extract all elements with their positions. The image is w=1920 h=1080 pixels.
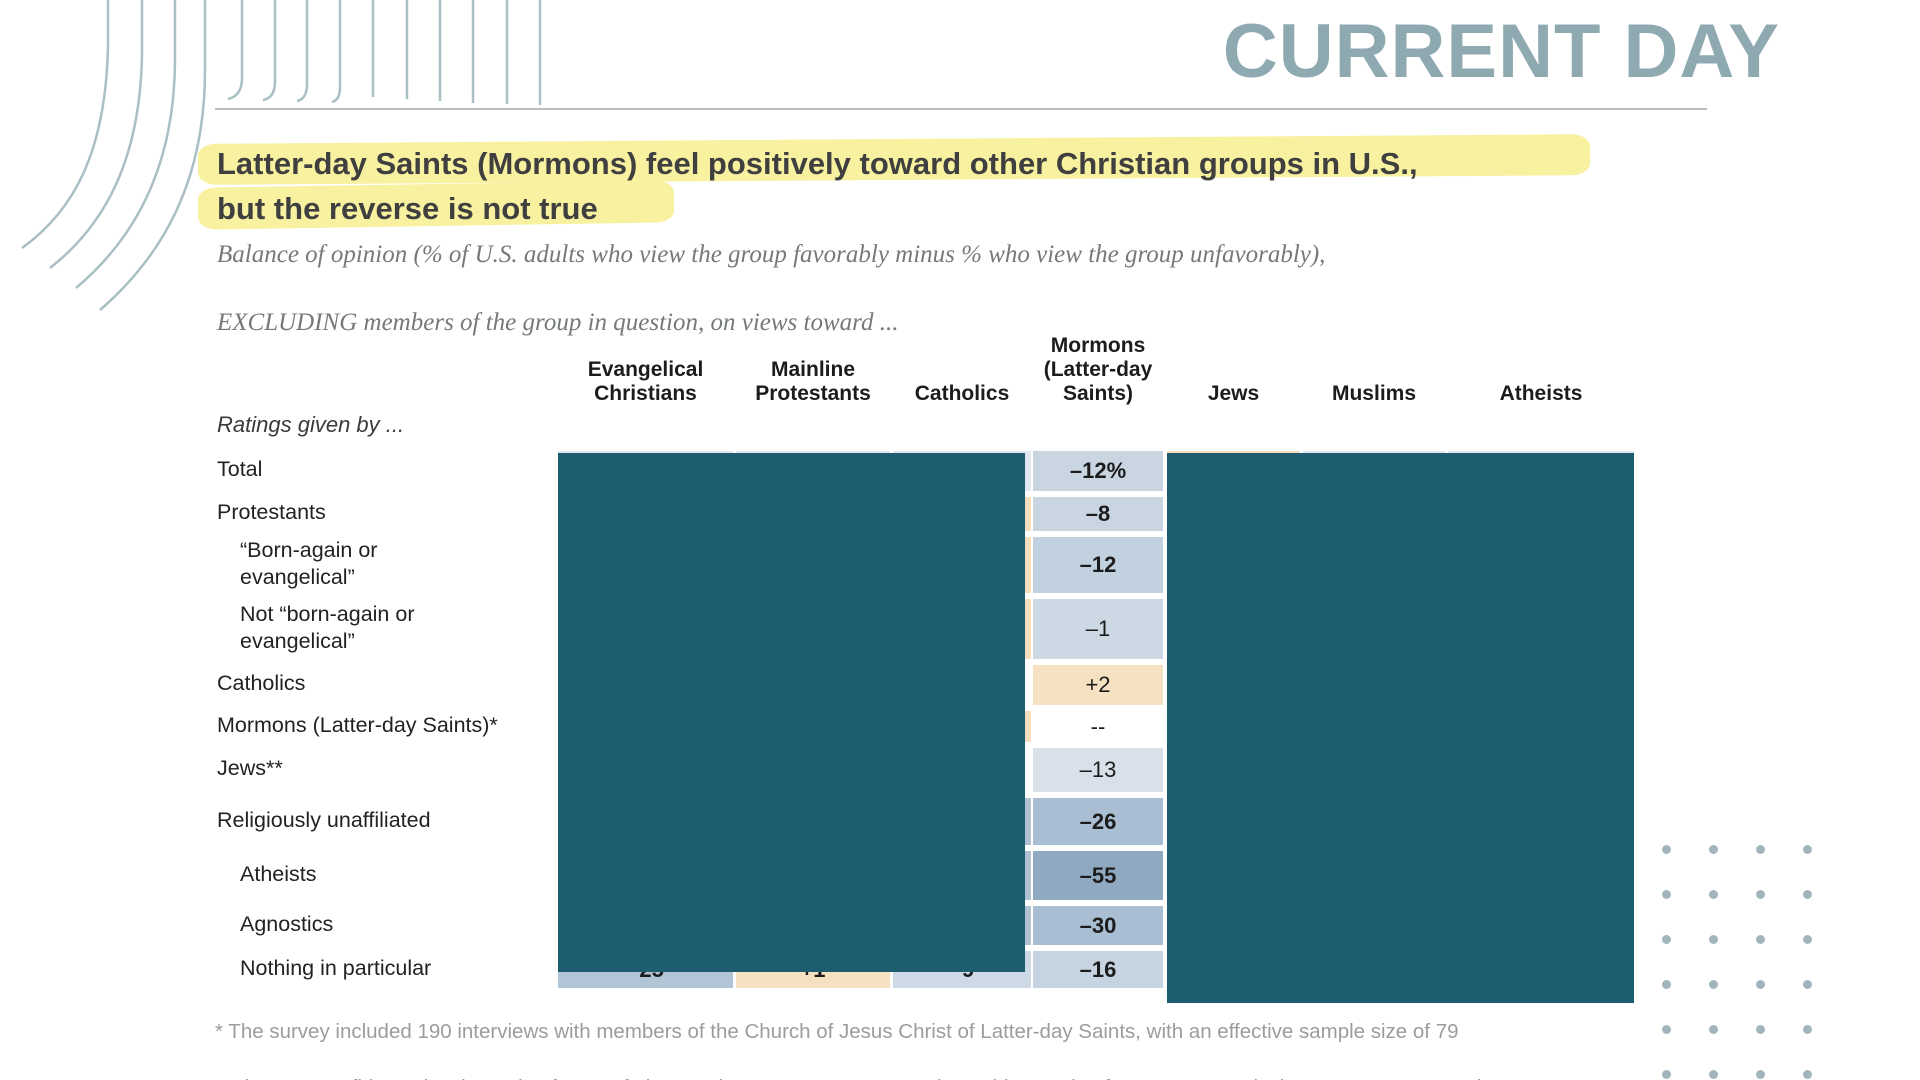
decorative-dot — [1709, 1025, 1718, 1034]
decorative-dot — [1803, 1070, 1812, 1079]
decorative-dot — [1709, 1070, 1718, 1079]
decorative-dot — [1756, 935, 1765, 944]
mormons-value-cell: –55 — [1033, 851, 1163, 900]
row-label: Catholics — [217, 671, 306, 695]
decorative-dot — [1662, 845, 1671, 854]
mormons-value-cell: –8 — [1033, 497, 1163, 531]
decorative-dot — [1803, 890, 1812, 899]
row-label: Mormons (Latter-day Saints)* — [217, 712, 498, 737]
chart-title-line2: but the reverse is not true — [217, 191, 598, 226]
row-header-intro: Ratings given by ... — [217, 412, 405, 437]
row-label: Jews** — [217, 756, 283, 780]
decorative-dot — [1709, 890, 1718, 899]
decorative-dot — [1756, 1070, 1765, 1079]
footnote-line1: * The survey included 190 interviews wit… — [215, 1020, 1459, 1043]
chart-subtitle: Balance of opinion (% of U.S. adults who… — [217, 238, 1325, 340]
decorative-dot — [1709, 980, 1718, 989]
row-label: Nothing in particular — [240, 955, 432, 980]
mormons-value-cell: –1 — [1033, 599, 1163, 659]
column-header-muslims: Muslims — [1331, 382, 1417, 405]
column-header-mainline: Mainline Protestants — [755, 358, 871, 405]
chart-subtitle-line2: EXCLUDING members of the group in questi… — [217, 309, 899, 336]
decorative-dot — [1662, 935, 1671, 944]
decorative-dot — [1662, 1070, 1671, 1079]
chart-subtitle-line1: Balance of opinion (% of U.S. adults who… — [217, 241, 1326, 268]
row-label: “Born-again or evangelical” — [240, 537, 378, 589]
column-header-atheists: Atheists — [1499, 382, 1583, 405]
decorative-dot — [1803, 935, 1812, 944]
decorative-dot — [1803, 1025, 1812, 1034]
column-header-evangelical: Evangelical Christians — [587, 358, 704, 405]
row-label: Agnostics — [240, 911, 334, 936]
decorative-dot — [1803, 980, 1812, 989]
mormons-value-cell: –16 — [1033, 951, 1163, 988]
footnote-line2: and a 95% confidence level margin of err… — [215, 1076, 1481, 1080]
mormons-value-cell: –13 — [1033, 748, 1163, 792]
decorative-dot — [1756, 980, 1765, 989]
decorative-dot — [1756, 1025, 1765, 1034]
decorative-dot — [1709, 935, 1718, 944]
mormons-value-cell: –26 — [1033, 798, 1163, 845]
decorative-dot — [1662, 890, 1671, 899]
decorative-dot — [1662, 980, 1671, 989]
column-header-jews: Jews — [1207, 382, 1260, 405]
redaction-overlay-left — [558, 453, 1025, 972]
mormons-value-cell: –30 — [1033, 906, 1163, 945]
row-label: Religiously unaffiliated — [217, 807, 431, 832]
decorative-dot — [1709, 845, 1718, 854]
redaction-overlay-right — [1167, 453, 1634, 1003]
column-header-mormons: Mormons (Latter-day Saints) — [1043, 334, 1153, 405]
row-label: Protestants — [217, 500, 326, 524]
row-label: Not “born-again or evangelical” — [240, 601, 415, 653]
mormons-value-cell: –12 — [1033, 537, 1163, 593]
decorative-dot — [1803, 845, 1812, 854]
column-header-catholics: Catholics — [914, 382, 1010, 405]
row-label: Total — [217, 457, 263, 481]
chart-title-line1: Latter-day Saints (Mormons) feel positiv… — [217, 146, 1418, 181]
decorative-dot — [1662, 1025, 1671, 1034]
decorative-dot — [1756, 845, 1765, 854]
decorative-dot — [1756, 890, 1765, 899]
mormons-value-cell: –12% — [1033, 451, 1163, 491]
mormons-value-cell: +2 — [1033, 665, 1163, 705]
mormons-value-cell: -- — [1033, 711, 1163, 742]
footnote: * The survey included 190 interviews wit… — [215, 1018, 1675, 1080]
decorative-arcs — [21, 0, 542, 311]
slide-corner-heading: CURRENT DAY — [1222, 9, 1780, 94]
divider-rule — [215, 108, 1707, 110]
row-label: Atheists — [240, 861, 317, 886]
